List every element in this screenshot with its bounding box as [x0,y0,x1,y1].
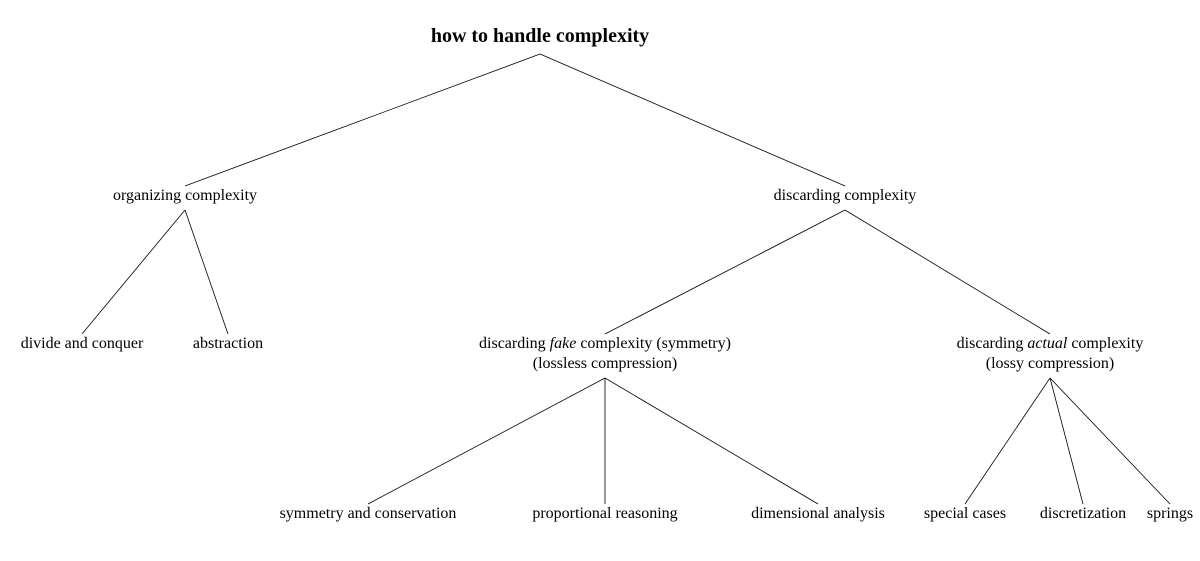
complexity-tree-diagram: how to handle complexity organizing compl… [0,0,1200,561]
node-actual-line2: (lossy compression) [986,355,1114,372]
node-org: organizing complexity [113,187,257,204]
node-sym: symmetry and conservation [280,505,457,522]
edges-layer [82,54,1170,504]
node-spec: special cases [924,505,1006,522]
node-divq: divide and conquer [21,335,144,352]
edge-fake-to-dim [605,378,818,504]
node-fake-line2: (lossless compression) [533,355,677,372]
node-root: how to handle complexity [431,25,649,47]
node-abst: abstraction [193,335,263,352]
nodes-layer: how to handle complexity organizing compl… [21,25,1193,522]
edge-org-to-abst [185,210,228,334]
node-dim: dimensional analysis [751,505,885,522]
edge-fake-to-sym [368,378,605,504]
edge-actual-to-discz [1050,378,1083,504]
edge-disc-to-fake [605,210,845,334]
edge-actual-to-spr [1050,378,1170,504]
edge-org-to-divq [82,210,185,334]
edge-actual-to-spec [965,378,1050,504]
edge-root-to-disc [540,54,845,186]
edge-root-to-org [185,54,540,186]
node-actual-line1: discarding actual complexity [957,335,1144,352]
node-prop: proportional reasoning [532,505,677,522]
node-fake-line1: discarding fake complexity (symmetry) [479,335,731,352]
node-discz: discretization [1040,505,1126,522]
node-disc: discarding complexity [774,187,917,204]
edge-disc-to-actual [845,210,1050,334]
node-spr: springs [1147,505,1193,522]
